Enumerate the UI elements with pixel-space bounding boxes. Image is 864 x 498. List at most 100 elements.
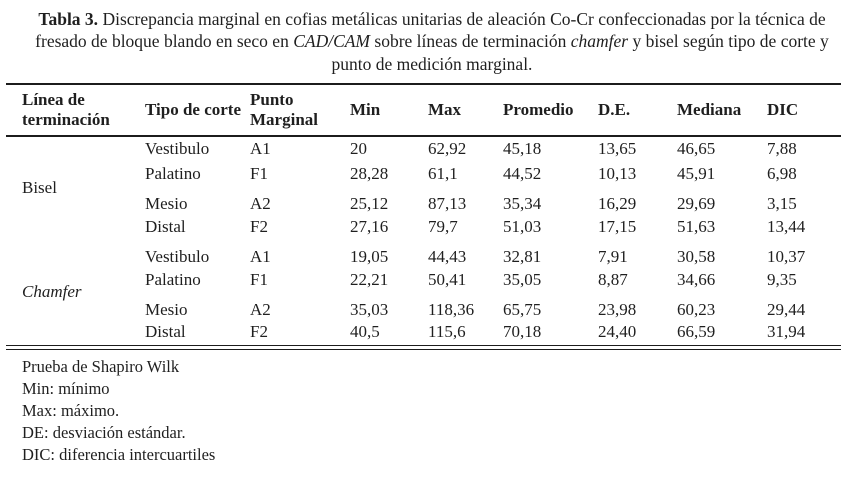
table-row: Bisel Vestibulo A1 20 62,92 45,18 13,65 46,65 7,… [6,136,841,197]
column-header-min: Min [350,84,428,138]
data-table: Línea de terminación Tipo de corte Punto… [6,83,841,346]
cell-dic: 6,98 [767,163,797,183]
cell-punto: A1 [250,247,271,267]
cell-de: 24,40 [598,322,637,342]
cell-punto: F1 [250,269,268,289]
cell-dic: 10,37 [767,247,806,267]
cell-mediana: 29,69 [677,194,716,214]
column-header-mediana: Mediana [677,84,767,138]
column-header-linea-de-terminacion: Línea de terminación [6,84,145,138]
cell-promedio: 35,05 [503,269,542,289]
cell-de: 7,91 [598,247,628,267]
table-footnotes: Prueba de Shapiro Wilk Min: mínimo Max: … [22,356,864,466]
cell-promedio: 65,75 [503,300,542,320]
table-row: Palatino F1 28,28 61,1 44,52 10,13 45,91 6,98 [6,161,841,186]
cell-de: 8,87 [598,269,628,289]
caption-segment: CAD/CAM [293,31,371,52]
cell-dic: 13,44 [767,216,806,236]
cell-min: 20 [350,139,367,159]
cell-mediana: 60,23 [677,300,716,320]
table-row: Distal F2 27,16 79,7 51,03 17,15 51,63 13,44 [6,214,841,239]
cell-de: 13,65 [598,139,637,159]
footnote-line: Min: mínimo [22,378,110,398]
cell-punto: A1 [250,139,271,159]
column-header-max: Max [428,84,503,138]
table-caption: Tabla 3. Discrepancia marginal en cofias… [29,8,835,75]
cell-linea-de-terminacion: Chamfer [22,281,82,301]
cell-max: 50,41 [428,269,467,289]
cell-punto: F2 [250,216,268,236]
page: Tabla 3. Discrepancia marginal en cofias… [0,8,864,498]
table-row: Palatino F1 22,21 50,41 35,05 8,87 34,66 9,35 [6,267,841,292]
cell-max: 118,36 [428,300,475,320]
caption-segment: chamfer [570,31,629,52]
cell-min: 27,16 [350,216,389,236]
cell-dic: 3,15 [767,194,797,214]
footnote-line: Prueba de Shapiro Wilk [22,356,180,376]
cell-corte: Palatino [145,269,201,289]
cell-min: 40,5 [350,322,380,342]
cell-mediana: 66,59 [677,322,716,342]
table-header-row: Línea de terminación Tipo de corte Punto… [6,84,841,138]
cell-linea-de-terminacion: Bisel [22,178,57,198]
cell-corte: Distal [145,216,186,236]
table-row: Chamfer Vestibulo A1 19,05 44,43 32,81 7,91 30,… [6,239,841,301]
cell-max: 61,1 [428,163,458,183]
caption-segment: Tabla 3. [38,9,99,29]
column-header-tipo-de-corte: Tipo de corte [145,84,250,138]
cell-corte: Distal [145,322,186,342]
table-row: Mesio A2 35,03 118,36 65,75 23,98 60,23 29,44 [6,292,841,320]
cell-de: 10,13 [598,163,637,183]
table-row: Mesio A2 25,12 87,13 35,34 16,29 29,69 3,15 [6,186,841,214]
cell-de: 17,15 [598,216,637,236]
cell-max: 79,7 [428,216,458,236]
footnote-line: DIC: diferencia intercuartiles [22,444,216,464]
footnote-line: DE: desviación estándar. [22,422,186,442]
cell-corte: Vestibulo [145,247,210,267]
cell-punto: F1 [250,163,268,183]
cell-min: 35,03 [350,300,389,320]
cell-mediana: 51,63 [677,216,716,236]
cell-corte: Vestibulo [145,139,210,159]
cell-max: 62,92 [428,139,467,159]
table-body: Bisel Vestibulo A1 20 62,92 45,18 13,65 46,65 7,… [6,136,841,345]
cell-corte: Mesio [145,194,188,214]
cell-punto: A2 [250,300,271,320]
caption-segment: y bisel según tipo de corte y punto de m… [331,31,829,74]
cell-mediana: 45,91 [677,163,716,183]
cell-promedio: 70,18 [503,322,542,342]
cell-promedio: 51,03 [503,216,542,236]
footnote-line: Max: máximo. [22,400,120,420]
cell-max: 87,13 [428,194,467,214]
cell-promedio: 32,81 [503,247,542,267]
cell-de: 23,98 [598,300,637,320]
cell-min: 19,05 [350,247,389,267]
column-header-de: D.E. [598,84,677,138]
cell-dic: 29,44 [767,300,806,320]
cell-max: 115,6 [428,322,466,342]
cell-de: 16,29 [598,194,637,214]
cell-corte: Mesio [145,300,188,320]
column-header-punto-marginal: Punto Marginal [250,84,350,138]
cell-dic: 31,94 [767,322,806,342]
column-header-promedio: Promedio [503,84,598,138]
cell-punto: A2 [250,194,271,214]
cell-punto: F2 [250,322,268,342]
cell-min: 25,12 [350,194,389,214]
cell-corte: Palatino [145,163,201,183]
caption-segment: sobre líneas de terminación [370,31,571,52]
caption-segment: Discrepancia marginal en cofias metálica… [35,9,826,52]
cell-min: 28,28 [350,163,389,183]
cell-mediana: 30,58 [677,247,716,267]
cell-promedio: 35,34 [503,194,542,214]
cell-max: 44,43 [428,247,467,267]
table-bottom-rule [6,348,841,350]
cell-min: 22,21 [350,269,389,289]
cell-dic: 9,35 [767,269,797,289]
cell-promedio: 45,18 [503,139,542,159]
column-header-dic: DIC [767,84,841,138]
cell-mediana: 46,65 [677,139,716,159]
cell-promedio: 44,52 [503,163,542,183]
cell-mediana: 34,66 [677,269,716,289]
cell-dic: 7,88 [767,139,797,159]
